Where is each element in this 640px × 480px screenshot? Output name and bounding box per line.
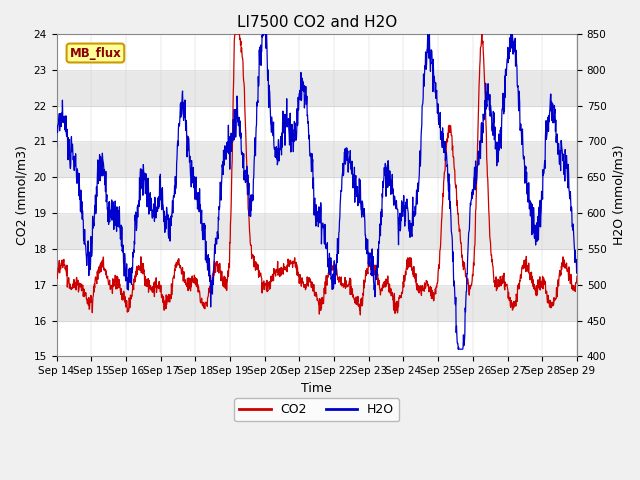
Y-axis label: H2O (mmol/m3): H2O (mmol/m3) — [612, 145, 625, 245]
Bar — [56, 142, 577, 177]
Bar — [56, 321, 577, 356]
Y-axis label: CO2 (mmol/m3): CO2 (mmol/m3) — [15, 145, 28, 245]
Bar — [56, 106, 577, 142]
Bar — [56, 34, 577, 70]
X-axis label: Time: Time — [301, 382, 332, 395]
Bar — [56, 213, 577, 249]
Bar — [56, 70, 577, 106]
Bar — [56, 249, 577, 285]
Bar — [56, 285, 577, 321]
Title: LI7500 CO2 and H2O: LI7500 CO2 and H2O — [237, 15, 397, 30]
Text: MB_flux: MB_flux — [70, 47, 122, 60]
Legend: CO2, H2O: CO2, H2O — [234, 398, 399, 421]
Bar — [56, 177, 577, 213]
